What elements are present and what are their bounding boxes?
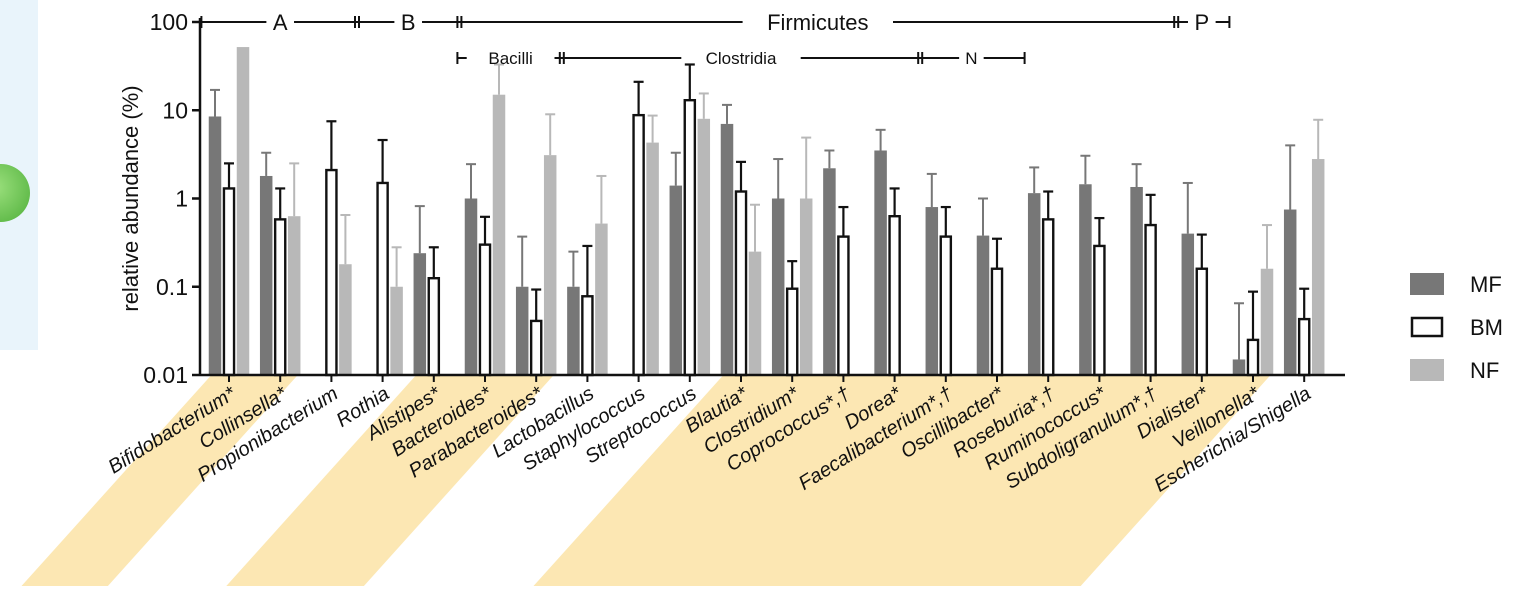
bar-BM [632,113,645,377]
bars-layer [208,47,1325,377]
bar-MF [1079,184,1092,375]
bar-BM [325,168,338,377]
bar-NF [595,223,608,375]
bar-MF [1283,209,1297,375]
top-bracket-label: A [273,10,288,35]
bar-MF [976,235,990,375]
bar-MF [1130,186,1143,375]
legend-label-NF: NF [1470,358,1499,383]
bar-MF [208,116,222,375]
y-tick-label: 10 [162,97,188,123]
bar-MF [1027,193,1041,375]
bar-BM [1041,218,1055,377]
legend-swatch-MF [1410,273,1444,295]
y-tick-label: 1 [175,186,188,212]
highlight-bands [21,375,1271,586]
y-tick-label: 0.1 [156,274,188,300]
sub-bracket-label: Clostridia [706,49,777,68]
axes-layer: 0.01 0.1 1 10 100 relative abundance (%) [118,9,1345,388]
bar-BM [837,235,850,377]
top-bracket-label: P [1194,10,1209,35]
sub-bracket-label: Bacilli [488,49,532,68]
bar-MF [1232,359,1246,375]
bar-BM [1246,338,1260,377]
bar-BM [1297,317,1311,377]
bar-BM [1195,267,1209,377]
sub-bracket-label: N [965,49,977,68]
bar-BM [939,235,953,377]
bar-NF [1311,159,1325,375]
bar-MF [771,198,785,375]
highlight-band [226,375,554,586]
bar-NF [236,47,250,375]
taxonomy-brackets: A B Firmicutes P Bacilli Clostridia N [200,10,1231,68]
legend-swatch-NF [1410,359,1444,381]
bar-BM [990,267,1004,377]
bar-BM [581,295,594,377]
bar-MF [259,175,273,375]
bar-NF [287,216,301,375]
bar-BM [1093,244,1106,377]
bar-NF [697,118,711,375]
bar-BM [427,276,441,377]
bar-MF [515,286,529,375]
y-tick-label: 0.01 [143,362,188,388]
bar-NF [390,286,403,375]
bar-MF [1181,233,1195,375]
bar-MF [567,286,580,375]
bar-MF [874,150,887,375]
y-axis-label: relative abundance (%) [118,85,143,311]
y-tick-label: 100 [150,9,188,35]
legend: MF BM NF [1410,272,1503,383]
legend-label-BM: BM [1470,315,1503,340]
bar-BM [376,181,389,377]
bar-MF [413,253,427,375]
bar-NF [799,198,813,375]
bar-MF [925,207,939,375]
bar-BM [734,190,748,377]
bar-NF [1260,268,1274,375]
bar-NF [646,142,659,375]
bar-BM [222,187,236,377]
bar-MF [464,198,478,375]
bar-MF [720,123,734,375]
bar-NF [492,94,506,375]
bar-MF [823,168,836,375]
top-bracket-label: B [401,10,416,35]
bar-BM [529,319,543,377]
highlight-band [533,375,1271,586]
bar-BM [683,98,697,377]
legend-swatch-BM [1410,316,1444,338]
top-bracket-label: Firmicutes [767,10,868,35]
bar-NF [543,155,557,375]
bar-BM [478,243,492,377]
bar-NF [748,251,762,375]
bar-BM [273,218,287,377]
legend-label-MF: MF [1470,272,1502,297]
bar-BM [888,215,901,377]
highlight-band [21,375,298,586]
bar-BM [1144,223,1157,377]
bar-BM [785,287,799,377]
bar-NF [339,264,352,375]
bar-MF [669,185,683,375]
